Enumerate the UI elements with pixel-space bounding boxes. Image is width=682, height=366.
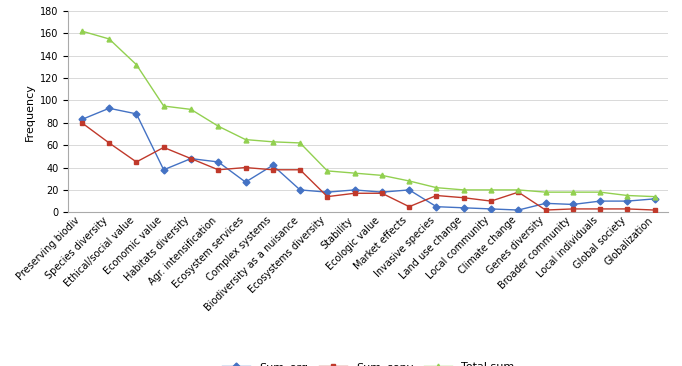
Total sum xyxy=(296,141,304,145)
Total sum xyxy=(651,194,659,199)
Sum_org xyxy=(323,190,331,194)
Sum_conv xyxy=(460,195,468,200)
Total sum xyxy=(542,190,550,194)
Sum_org xyxy=(569,202,577,207)
Sum_org xyxy=(460,206,468,210)
Sum_org xyxy=(105,106,113,111)
Sum_conv xyxy=(160,145,168,150)
Sum_conv xyxy=(241,165,250,170)
Sum_conv xyxy=(596,207,604,211)
Total sum xyxy=(432,186,441,190)
Sum_org xyxy=(596,199,604,203)
Sum_conv xyxy=(78,121,86,125)
Sum_org xyxy=(78,117,86,122)
Sum_org xyxy=(487,207,495,211)
Sum_org xyxy=(542,201,550,206)
Legend: Sum_org, Sum_conv, Total sum: Sum_org, Sum_conv, Total sum xyxy=(218,357,518,366)
Sum_org xyxy=(269,163,277,168)
Sum_org xyxy=(351,188,359,192)
Sum_org xyxy=(514,208,522,212)
Total sum xyxy=(241,137,250,142)
Line: Sum_conv: Sum_conv xyxy=(79,120,657,213)
Y-axis label: Frequency: Frequency xyxy=(25,83,34,141)
Total sum xyxy=(323,169,331,173)
Sum_org xyxy=(651,197,659,201)
Sum_conv xyxy=(269,168,277,172)
Sum_conv xyxy=(323,194,331,199)
Sum_org xyxy=(432,205,441,209)
Total sum xyxy=(187,107,195,112)
Sum_conv xyxy=(514,190,522,194)
Total sum xyxy=(596,190,604,194)
Sum_org xyxy=(241,180,250,184)
Sum_org xyxy=(623,199,632,203)
Total sum xyxy=(460,188,468,192)
Total sum xyxy=(623,193,632,198)
Total sum xyxy=(514,188,522,192)
Line: Total sum: Total sum xyxy=(79,29,657,199)
Total sum xyxy=(569,190,577,194)
Sum_conv xyxy=(296,168,304,172)
Sum_conv xyxy=(542,208,550,212)
Total sum xyxy=(378,173,386,178)
Sum_conv xyxy=(432,193,441,198)
Total sum xyxy=(132,63,140,67)
Total sum xyxy=(78,29,86,33)
Sum_org xyxy=(132,112,140,116)
Sum_org xyxy=(160,168,168,172)
Sum_conv xyxy=(351,191,359,195)
Sum_org xyxy=(214,160,222,164)
Sum_conv xyxy=(651,208,659,212)
Total sum xyxy=(405,179,413,183)
Sum_conv xyxy=(187,156,195,161)
Total sum xyxy=(214,124,222,128)
Sum_conv xyxy=(105,141,113,145)
Line: Sum_org: Sum_org xyxy=(79,106,657,213)
Total sum xyxy=(351,171,359,175)
Total sum xyxy=(487,188,495,192)
Sum_conv xyxy=(132,160,140,164)
Total sum xyxy=(269,140,277,144)
Sum_org xyxy=(296,188,304,192)
Total sum xyxy=(160,104,168,108)
Sum_conv xyxy=(378,191,386,195)
Sum_conv xyxy=(623,207,632,211)
Sum_org xyxy=(187,156,195,161)
Total sum xyxy=(105,37,113,41)
Sum_org xyxy=(378,190,386,194)
Sum_conv xyxy=(569,207,577,211)
Sum_conv xyxy=(487,199,495,203)
Sum_conv xyxy=(405,205,413,209)
Sum_org xyxy=(405,188,413,192)
Sum_conv xyxy=(214,168,222,172)
